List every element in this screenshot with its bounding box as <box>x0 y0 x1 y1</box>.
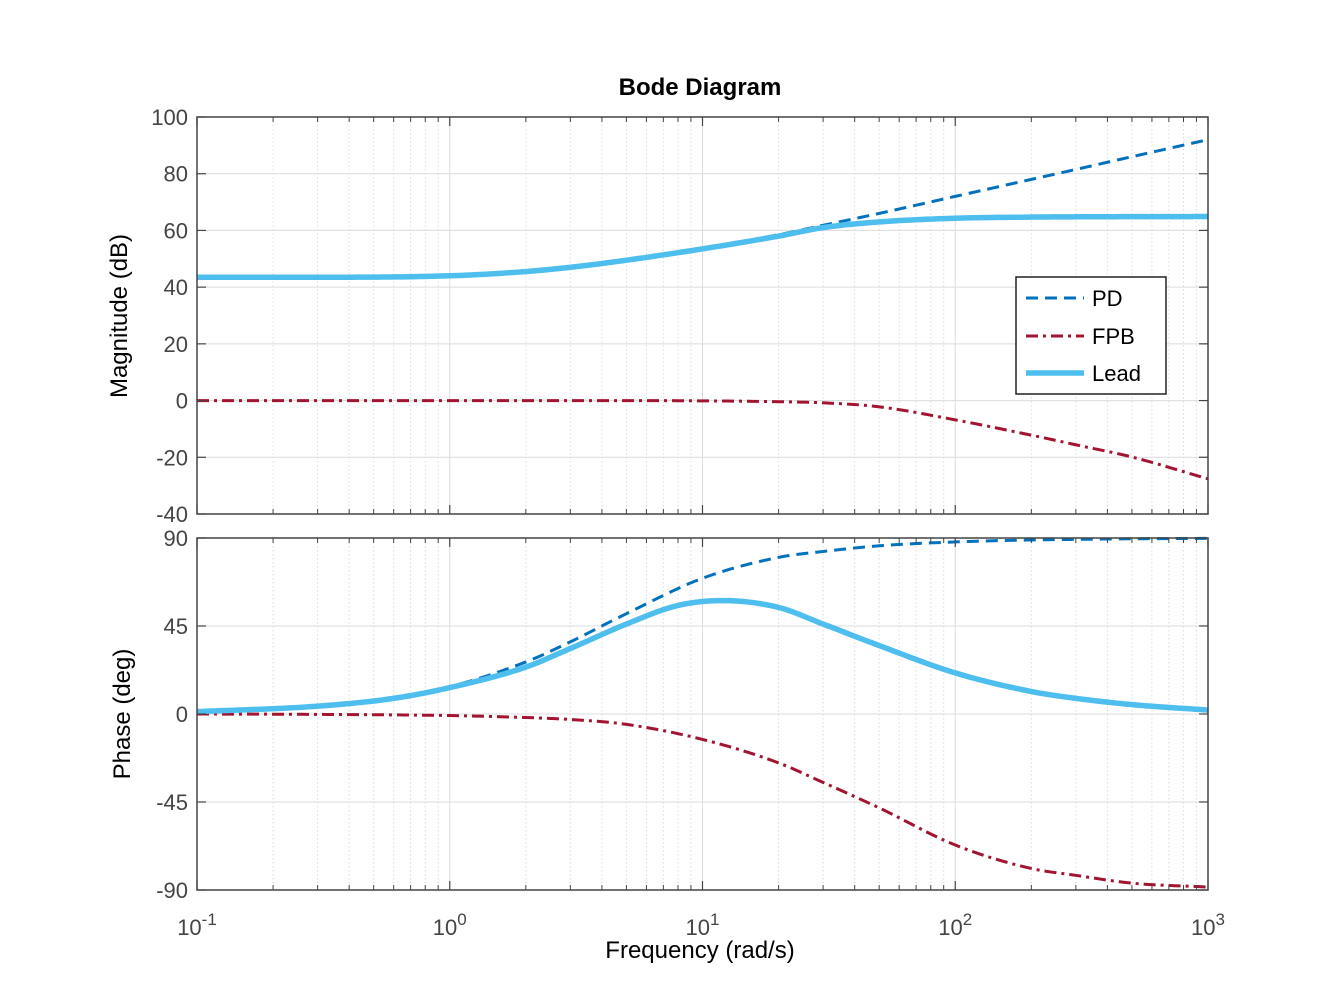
phase-y-axis-label: Phase (deg) <box>109 649 136 780</box>
y-tick-label: 20 <box>164 332 188 357</box>
x-axis-label: Frequency (rad/s) <box>605 937 794 964</box>
x-tick-label: 10-1 <box>177 910 217 940</box>
y-tick-label: 45 <box>164 614 188 639</box>
legend-label-lead: Lead <box>1092 361 1141 386</box>
y-tick-label: -90 <box>156 878 188 903</box>
magnitude-line-fpb <box>197 399 1209 481</box>
legend-label-pd: PD <box>1092 286 1123 311</box>
y-tick-label: -40 <box>156 502 188 527</box>
chart-title: Bode Diagram <box>619 74 782 101</box>
phase-lines <box>196 536 1209 889</box>
x-tick-labels: 10-1 100 101 102 103 <box>177 910 1225 940</box>
y-tick-label: -45 <box>156 790 188 815</box>
magnitude-lines <box>196 138 1209 481</box>
x-tick-label: 102 <box>938 910 972 940</box>
legend-box <box>1015 276 1167 395</box>
legend-label-fpb: FPB <box>1092 324 1135 349</box>
magnitude-y-axis-label: Magnitude (dB) <box>106 234 133 398</box>
y-tick-label: 60 <box>164 218 188 243</box>
magnitude-y-ticks: 100 80 60 40 20 0 -20 -40 <box>151 105 1209 527</box>
y-tick-label: -20 <box>156 445 188 470</box>
phase-y-ticks: 90 45 0 -45 -90 <box>156 526 1209 903</box>
phase-line-fpb <box>196 712 1209 889</box>
x-tick-label: 100 <box>433 910 467 940</box>
legend: PD FPB Lead <box>1015 276 1167 395</box>
phase-plot: 90 45 0 -45 -90 Phase (deg) <box>109 526 1209 903</box>
y-tick-label: 0 <box>176 702 188 727</box>
y-tick-label: 80 <box>164 162 188 187</box>
y-tick-label: 90 <box>164 526 188 551</box>
x-tick-label: 103 <box>1191 910 1225 940</box>
y-tick-label: 40 <box>164 275 188 300</box>
x-tick-label: 101 <box>686 910 720 940</box>
y-tick-label: 0 <box>176 389 188 414</box>
magnitude-line-lead <box>197 213 1209 280</box>
phase-line-lead <box>196 597 1209 715</box>
y-tick-label: 100 <box>151 105 188 130</box>
